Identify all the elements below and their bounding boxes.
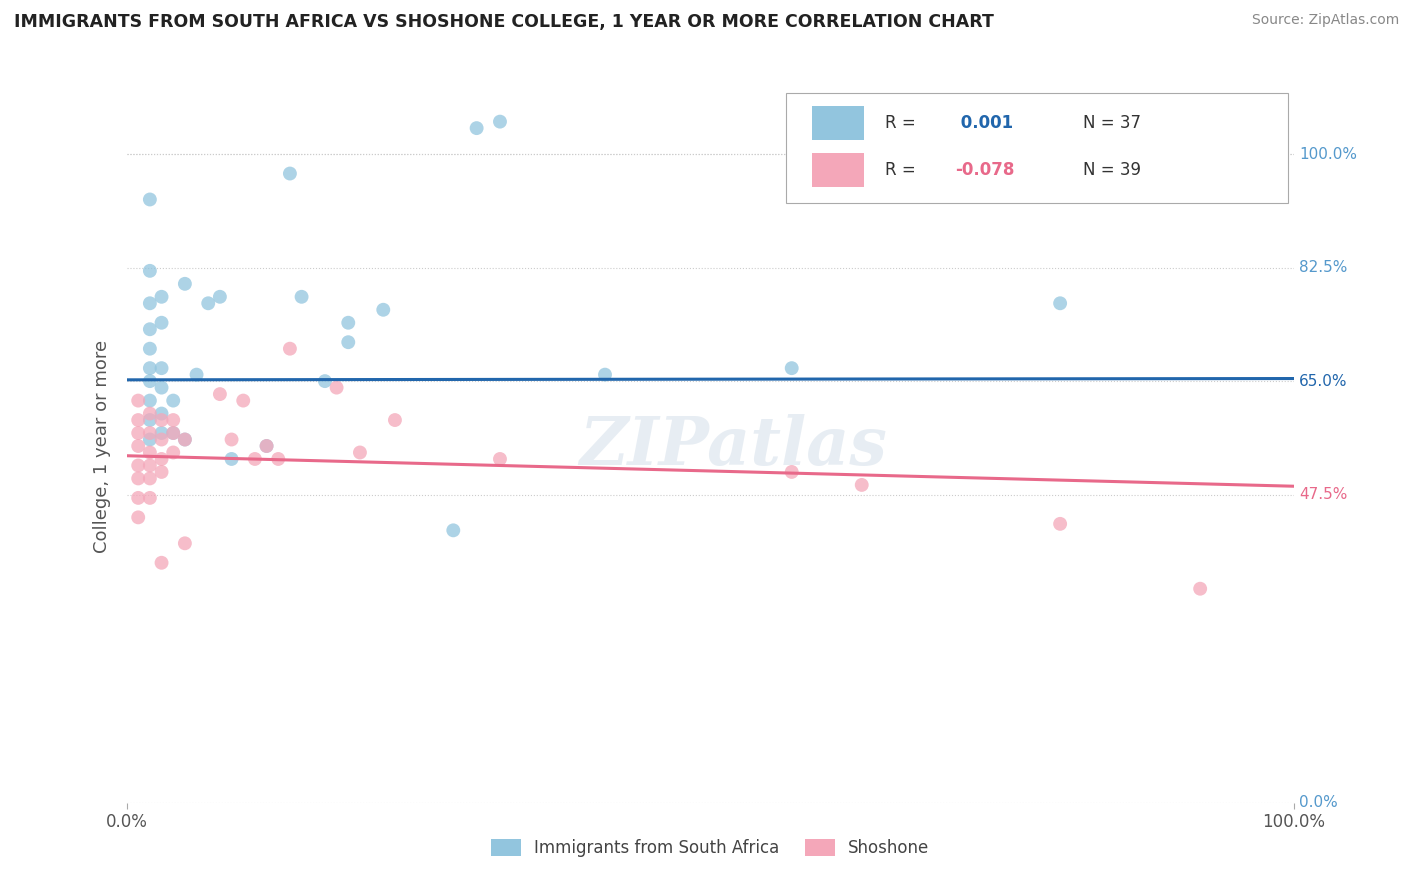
Point xyxy=(1049,296,1071,310)
Point xyxy=(267,452,290,467)
Point xyxy=(208,387,231,401)
FancyBboxPatch shape xyxy=(811,105,865,140)
Point xyxy=(278,167,301,181)
Point xyxy=(221,433,243,447)
Text: ZIPatlas: ZIPatlas xyxy=(579,414,887,478)
Point xyxy=(162,445,184,459)
Point xyxy=(337,335,360,350)
Point xyxy=(139,264,162,278)
Point xyxy=(139,393,162,408)
Point xyxy=(150,361,173,376)
Point xyxy=(221,452,243,467)
Text: IMMIGRANTS FROM SOUTH AFRICA VS SHOSHONE COLLEGE, 1 YEAR OR MORE CORRELATION CHA: IMMIGRANTS FROM SOUTH AFRICA VS SHOSHONE… xyxy=(14,13,994,31)
Point xyxy=(139,445,162,459)
Text: 0.001: 0.001 xyxy=(955,114,1014,132)
Point xyxy=(139,407,162,421)
Point xyxy=(127,458,149,473)
Point xyxy=(127,425,149,440)
Point xyxy=(150,413,173,427)
Point xyxy=(489,452,512,467)
Point xyxy=(139,361,162,376)
Point xyxy=(127,510,149,524)
Point xyxy=(139,296,162,310)
Point xyxy=(325,381,347,395)
Point xyxy=(174,433,197,447)
Point xyxy=(139,342,162,356)
Point xyxy=(139,458,162,473)
Point xyxy=(139,413,162,427)
Point xyxy=(186,368,208,382)
Point xyxy=(150,465,173,479)
Point xyxy=(162,425,184,440)
Point xyxy=(150,433,173,447)
Text: -0.078: -0.078 xyxy=(955,161,1015,178)
Legend: Immigrants from South Africa, Shoshone: Immigrants from South Africa, Shoshone xyxy=(482,831,938,866)
Point xyxy=(127,439,149,453)
Point xyxy=(150,452,173,467)
Point xyxy=(593,368,616,382)
Point xyxy=(139,471,162,485)
Point xyxy=(139,425,162,440)
FancyBboxPatch shape xyxy=(811,153,865,187)
Point xyxy=(780,465,803,479)
Point xyxy=(139,322,162,336)
Text: 0.0%: 0.0% xyxy=(1299,796,1339,810)
Point xyxy=(441,524,464,538)
Point xyxy=(1189,582,1212,596)
Point xyxy=(290,290,312,304)
Point xyxy=(150,425,173,440)
Point xyxy=(139,193,162,207)
Text: 82.5%: 82.5% xyxy=(1299,260,1347,275)
Point xyxy=(162,413,184,427)
Point xyxy=(489,114,512,128)
Point xyxy=(139,491,162,505)
Text: 65.0%: 65.0% xyxy=(1299,374,1347,389)
Point xyxy=(197,296,219,310)
Point xyxy=(127,393,149,408)
Point xyxy=(465,121,488,136)
Text: R =: R = xyxy=(886,161,921,178)
Point xyxy=(373,302,395,317)
Point xyxy=(243,452,266,467)
Text: N = 39: N = 39 xyxy=(1084,161,1142,178)
Point xyxy=(208,290,231,304)
Point xyxy=(174,277,197,291)
Point xyxy=(174,433,197,447)
Point xyxy=(162,393,184,408)
Point xyxy=(139,433,162,447)
Point xyxy=(150,290,173,304)
Point xyxy=(139,374,162,388)
Text: 100.0%: 100.0% xyxy=(1299,146,1357,161)
Text: 47.5%: 47.5% xyxy=(1299,487,1347,502)
Point xyxy=(162,425,184,440)
Point xyxy=(256,439,278,453)
FancyBboxPatch shape xyxy=(786,93,1288,203)
Text: Source: ZipAtlas.com: Source: ZipAtlas.com xyxy=(1251,13,1399,28)
Point xyxy=(150,407,173,421)
Point xyxy=(1049,516,1071,531)
Point xyxy=(384,413,406,427)
Point xyxy=(127,413,149,427)
Point xyxy=(150,381,173,395)
Point xyxy=(256,439,278,453)
Point xyxy=(278,342,301,356)
Point xyxy=(150,316,173,330)
Point xyxy=(314,374,336,388)
Text: R =: R = xyxy=(886,114,921,132)
Point xyxy=(349,445,371,459)
Point xyxy=(232,393,254,408)
Point xyxy=(780,361,803,376)
Y-axis label: College, 1 year or more: College, 1 year or more xyxy=(93,340,111,552)
Point xyxy=(337,316,360,330)
Point xyxy=(127,471,149,485)
Point xyxy=(150,556,173,570)
Point xyxy=(174,536,197,550)
Text: N = 37: N = 37 xyxy=(1084,114,1142,132)
Point xyxy=(127,491,149,505)
Point xyxy=(851,478,873,492)
